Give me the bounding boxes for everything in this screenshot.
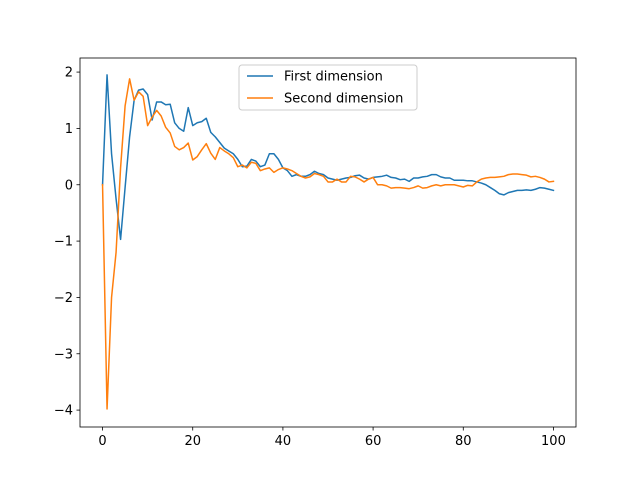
y-tick-label: 2 (65, 66, 73, 81)
legend-label-first-dimension: First dimension (284, 70, 383, 85)
x-tick-label: 40 (275, 434, 292, 449)
legend-label-second-dimension: Second dimension (284, 92, 403, 107)
y-tick-label: −2 (54, 291, 73, 306)
x-tick-label: 20 (184, 434, 201, 449)
x-tick-label: 80 (455, 434, 472, 449)
y-tick-label: −3 (54, 347, 73, 362)
x-tick-label: 0 (98, 434, 106, 449)
x-tick-label: 100 (541, 434, 566, 449)
y-tick-label: 1 (65, 122, 73, 137)
y-tick-label: −1 (54, 235, 73, 250)
y-tick-label: 0 (65, 178, 73, 193)
legend: First dimension Second dimension (239, 65, 417, 110)
y-tick-label: −4 (54, 404, 73, 419)
x-tick-label: 60 (365, 434, 382, 449)
